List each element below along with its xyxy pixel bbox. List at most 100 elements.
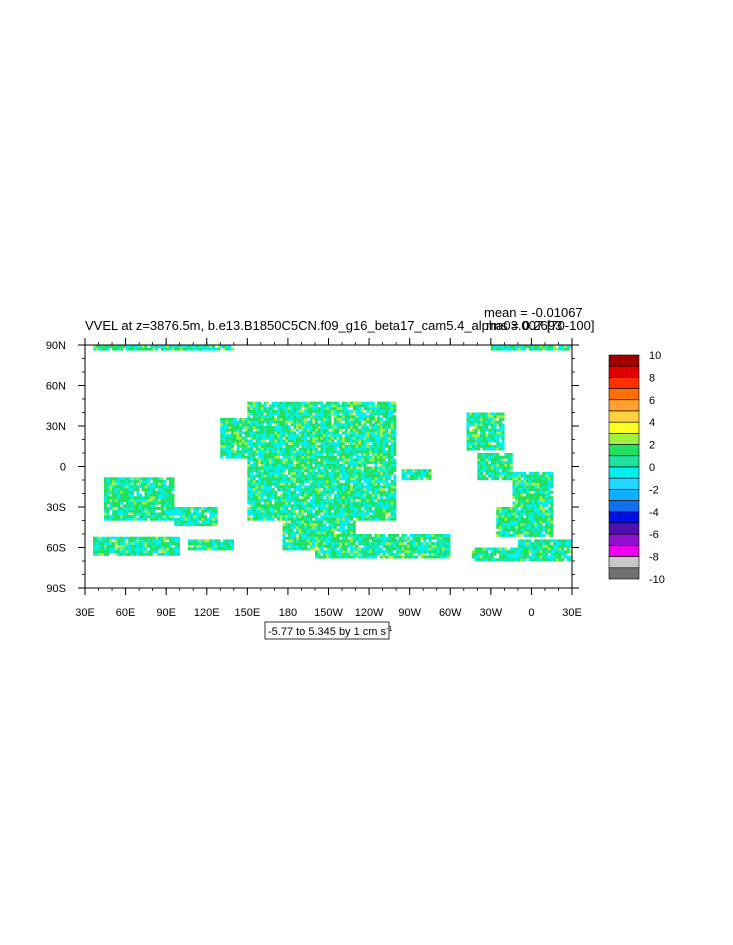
field-cell: [160, 550, 164, 554]
field-cell: [333, 417, 337, 421]
field-cell: [523, 528, 527, 532]
field-cell: [325, 544, 329, 548]
field-cell: [296, 528, 299, 532]
field-cell: [336, 444, 340, 448]
field-cell: [352, 531, 356, 535]
field-cell: [252, 507, 256, 510]
field-cell: [296, 515, 299, 518]
field-cell: [325, 509, 329, 513]
field-cell: [125, 493, 129, 497]
field-cell: [136, 552, 140, 556]
field-cell: [528, 534, 532, 537]
field-cell: [520, 555, 524, 559]
field-cell: [539, 552, 543, 556]
field-cell: [304, 477, 308, 481]
field-cell: [114, 536, 118, 540]
field-cell: [260, 428, 264, 432]
field-cell: [434, 536, 437, 540]
field-cell: [109, 544, 113, 548]
field-cell: [477, 474, 481, 478]
field-cell: [282, 420, 286, 424]
field-cell: [293, 471, 297, 475]
field-cell: [260, 477, 264, 481]
field-cell: [501, 347, 505, 351]
field-cell: [117, 542, 121, 545]
field-cell: [366, 426, 370, 429]
field-cell: [428, 474, 432, 478]
field-cell: [379, 485, 383, 489]
field-cell: [136, 507, 140, 510]
field-cell: [482, 426, 486, 429]
field-cell: [166, 490, 170, 494]
field-cell: [371, 466, 375, 470]
field-cell: [534, 555, 538, 559]
field-cell: [190, 523, 194, 527]
field-cell: [328, 447, 332, 451]
field-cell: [333, 458, 337, 462]
field-cell: [323, 471, 326, 475]
field-cell: [520, 345, 524, 348]
field-cell: [333, 423, 337, 427]
field-cell: [314, 474, 318, 478]
field-cell: [325, 552, 329, 556]
field-cell: [225, 455, 229, 459]
field-cell: [404, 544, 408, 548]
field-cell: [103, 507, 107, 510]
field-cell: [493, 453, 497, 456]
field-cell: [201, 347, 205, 351]
field-cell: [133, 547, 137, 551]
field-cell: [539, 550, 543, 554]
field-cell: [536, 347, 540, 351]
field-cell: [160, 498, 164, 502]
field-cell: [355, 504, 359, 508]
field-cell: [536, 523, 540, 527]
field-cell: [241, 439, 245, 443]
field-cell: [144, 509, 148, 513]
field-cell: [260, 517, 264, 521]
field-cell: [342, 458, 345, 462]
field-cell: [501, 477, 505, 481]
field-cell: [255, 501, 259, 505]
field-cell: [374, 426, 378, 429]
field-cell: [369, 493, 372, 497]
field-cell: [347, 555, 351, 559]
field-cell: [231, 434, 235, 437]
field-cell: [374, 431, 378, 435]
field-cell: [95, 536, 99, 540]
field-cell: [193, 517, 197, 521]
field-cell: [393, 423, 397, 427]
field-cell: [385, 490, 389, 494]
field-cell: [139, 536, 143, 540]
field-cell: [379, 501, 383, 505]
field-cell: [369, 485, 372, 489]
field-cell: [515, 477, 519, 481]
field-cell: [268, 463, 272, 467]
field-cell: [385, 517, 389, 521]
field-cell: [266, 450, 270, 454]
field-cell: [282, 401, 286, 405]
field-cell: [485, 447, 489, 451]
field-cell: [496, 509, 500, 513]
field-cell: [363, 407, 367, 410]
field-cell: [114, 542, 118, 545]
field-cell: [344, 488, 348, 491]
field-cell: [298, 480, 302, 483]
field-cell: [520, 507, 524, 510]
field-cell: [382, 469, 386, 473]
field-cell: [141, 504, 145, 508]
field-cell: [526, 550, 529, 554]
field-cell: [350, 550, 354, 554]
field-cell: [355, 404, 359, 408]
field-cell: [536, 504, 540, 508]
field-cell: [528, 480, 532, 483]
field-cell: [128, 490, 132, 494]
field-cell: [371, 550, 375, 554]
field-cell: [120, 509, 124, 513]
field-cell: [306, 404, 310, 408]
field-cell: [317, 547, 321, 551]
field-cell: [531, 528, 535, 532]
field-cell: [122, 509, 126, 513]
field-cell: [428, 547, 432, 551]
field-cell: [377, 471, 381, 475]
field-cell: [358, 512, 362, 516]
